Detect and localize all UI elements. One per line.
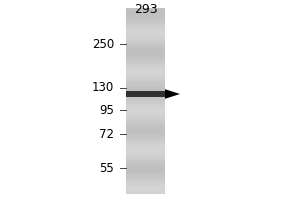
Bar	[126, 148, 165, 151]
Bar	[126, 107, 165, 110]
Bar	[126, 172, 165, 175]
Bar	[126, 92, 165, 95]
Bar	[126, 73, 165, 76]
Bar	[126, 113, 165, 116]
Bar	[126, 104, 165, 107]
Bar	[126, 178, 165, 182]
Text: 250: 250	[92, 38, 114, 50]
Bar	[126, 67, 165, 70]
Bar	[126, 45, 165, 48]
Bar	[126, 61, 165, 64]
Bar	[126, 116, 165, 120]
Bar	[126, 151, 165, 154]
Bar	[126, 23, 165, 27]
Polygon shape	[165, 89, 180, 99]
Bar	[126, 126, 165, 129]
Bar	[126, 20, 165, 23]
Bar	[126, 79, 165, 82]
Bar	[126, 120, 165, 123]
Bar	[126, 91, 165, 97]
Bar	[126, 54, 165, 58]
Text: 293: 293	[134, 3, 157, 16]
Bar	[126, 14, 165, 17]
Bar	[126, 191, 165, 194]
Bar	[126, 185, 165, 188]
Bar	[126, 95, 165, 98]
Bar	[126, 175, 165, 178]
Bar	[126, 70, 165, 73]
Bar	[126, 48, 165, 51]
Bar	[126, 123, 165, 126]
Bar	[126, 141, 165, 144]
Bar	[126, 42, 165, 45]
Bar	[126, 86, 165, 89]
Bar	[126, 8, 165, 194]
Bar	[126, 76, 165, 79]
Bar	[126, 160, 165, 163]
Bar	[126, 58, 165, 61]
Bar	[126, 27, 165, 30]
Bar	[126, 30, 165, 33]
Bar	[126, 98, 165, 101]
Bar	[126, 144, 165, 148]
Bar	[126, 129, 165, 132]
Bar	[126, 166, 165, 169]
Bar	[126, 135, 165, 138]
Bar	[126, 11, 165, 14]
Bar	[126, 163, 165, 166]
Text: 72: 72	[99, 128, 114, 141]
Bar	[126, 17, 165, 20]
Bar	[126, 51, 165, 55]
Text: 95: 95	[99, 104, 114, 116]
Bar	[126, 188, 165, 191]
Bar	[126, 39, 165, 42]
Bar	[126, 138, 165, 141]
Bar	[126, 132, 165, 135]
Bar	[126, 101, 165, 104]
Bar	[126, 64, 165, 67]
Bar	[126, 157, 165, 160]
Bar	[126, 82, 165, 86]
Bar	[126, 89, 165, 92]
Bar	[126, 154, 165, 157]
Bar	[126, 110, 165, 113]
Bar	[126, 8, 165, 11]
Text: 130: 130	[92, 81, 114, 94]
Bar	[126, 33, 165, 36]
Text: 55: 55	[99, 162, 114, 174]
Bar	[126, 169, 165, 172]
Bar	[126, 182, 165, 185]
Bar	[126, 36, 165, 39]
